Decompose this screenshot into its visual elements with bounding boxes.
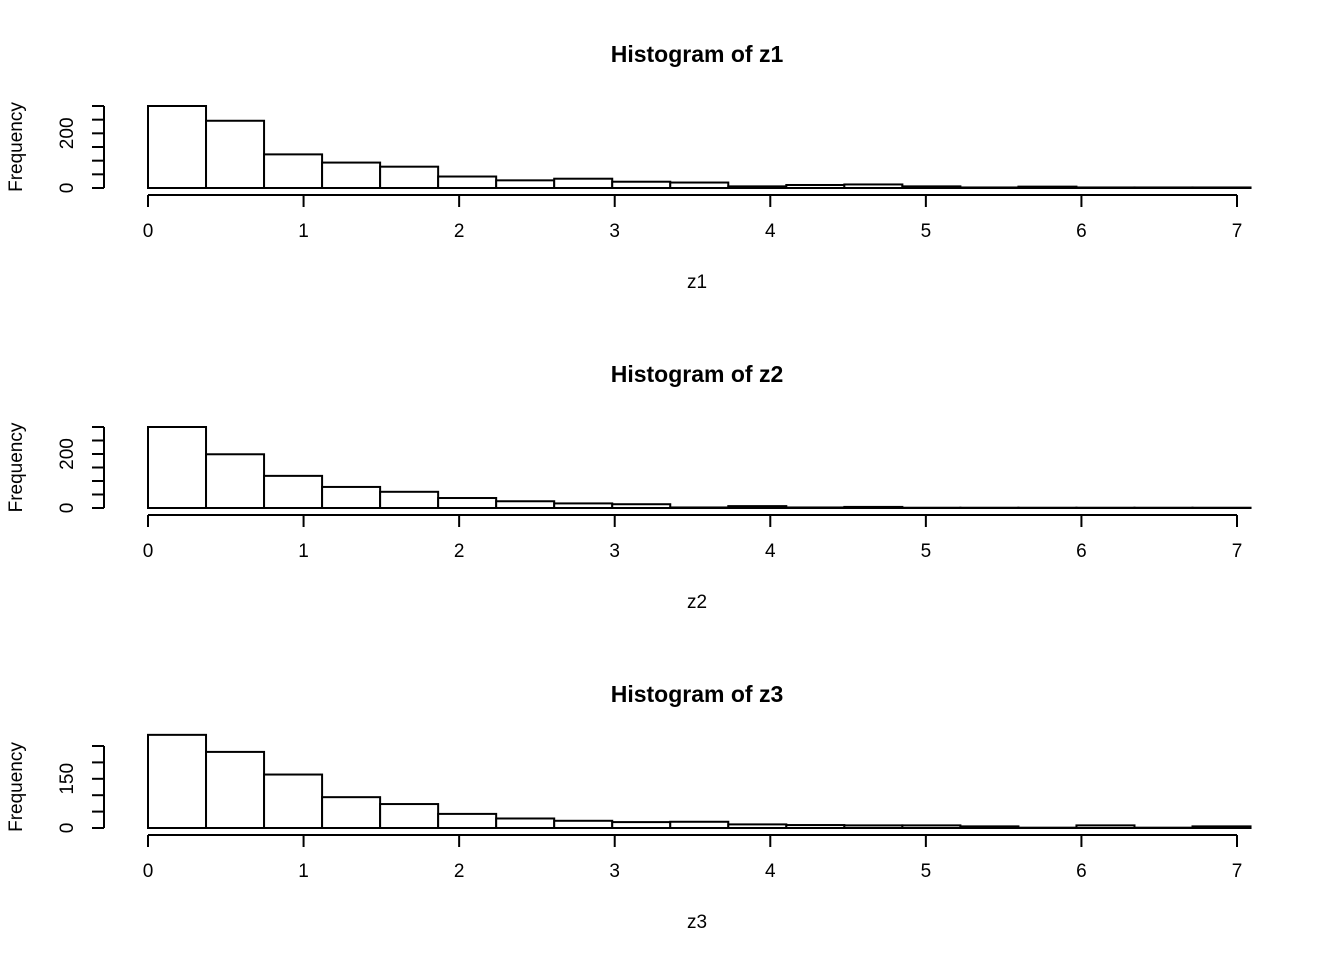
y-axis: 0 150 bbox=[57, 745, 105, 834]
histogram-bar bbox=[205, 750, 266, 829]
x-tick-label: 6 bbox=[1076, 541, 1087, 562]
histogram-bar bbox=[495, 817, 556, 829]
histogram-bar bbox=[437, 175, 498, 190]
x-tick-label: 7 bbox=[1232, 861, 1243, 882]
histogram-bar bbox=[205, 119, 266, 189]
histogram-bar bbox=[263, 474, 324, 509]
y-axis-label: Frequency bbox=[6, 742, 27, 832]
y-tick-label: 0 bbox=[57, 823, 78, 834]
y-axis-label: Frequency bbox=[6, 422, 27, 512]
histogram-panel-3: Histogram of z3 0 150 Frequency 0 1 2 3 4 5 6 7 z3 bbox=[6, 681, 1252, 933]
histogram-bar bbox=[321, 485, 382, 510]
histogram-bar bbox=[379, 165, 440, 189]
histogram-bar bbox=[263, 773, 324, 830]
x-tick-label: 5 bbox=[921, 541, 932, 562]
y-tick-label: 200 bbox=[57, 117, 78, 149]
histogram-bar bbox=[495, 500, 556, 509]
x-axis-label: z1 bbox=[687, 272, 707, 293]
x-tick-label: 5 bbox=[921, 861, 932, 882]
x-tick-label: 3 bbox=[609, 861, 620, 882]
x-tick-label: 4 bbox=[765, 541, 776, 562]
histogram-bar bbox=[495, 179, 556, 189]
y-tick-label: 0 bbox=[57, 503, 78, 514]
histogram-bar bbox=[379, 803, 440, 830]
x-tick-label: 0 bbox=[143, 221, 154, 242]
x-tick-label: 2 bbox=[454, 861, 465, 882]
histogram-bar bbox=[263, 153, 324, 190]
histogram-bar bbox=[437, 812, 498, 829]
y-tick-label: 200 bbox=[57, 438, 78, 470]
x-tick-label: 1 bbox=[298, 861, 309, 882]
x-axis: 0 1 2 3 4 5 6 7 bbox=[143, 834, 1243, 882]
x-tick-label: 4 bbox=[765, 861, 776, 882]
x-axis: 0 1 2 3 4 5 6 7 bbox=[143, 514, 1243, 562]
y-tick-label: 150 bbox=[57, 763, 78, 795]
x-tick-label: 6 bbox=[1076, 861, 1087, 882]
chart-title: Histogram of z1 bbox=[611, 41, 784, 67]
x-tick-label: 3 bbox=[609, 541, 620, 562]
histogram-bar bbox=[147, 733, 208, 830]
y-axis-label: Frequency bbox=[6, 102, 27, 192]
x-axis-label: z2 bbox=[687, 592, 707, 613]
y-tick-label: 0 bbox=[57, 183, 78, 194]
histogram-bar bbox=[553, 177, 614, 189]
y-axis: 0 200 bbox=[57, 426, 105, 514]
x-tick-label: 3 bbox=[609, 221, 620, 242]
histogram-bar bbox=[321, 161, 382, 190]
histogram-bars bbox=[147, 733, 1252, 830]
x-tick-label: 0 bbox=[143, 541, 154, 562]
x-tick-label: 4 bbox=[765, 221, 776, 242]
histogram-bars bbox=[147, 105, 1252, 190]
x-tick-label: 0 bbox=[143, 861, 154, 882]
x-axis: 0 1 2 3 4 5 6 7 bbox=[143, 194, 1243, 242]
histogram-bar bbox=[437, 497, 498, 510]
x-tick-label: 6 bbox=[1076, 221, 1087, 242]
histogram-bar bbox=[553, 819, 614, 829]
histogram-bar bbox=[321, 796, 382, 830]
chart-title: Histogram of z3 bbox=[611, 681, 784, 707]
y-axis: 0 200 bbox=[57, 105, 105, 194]
x-tick-label: 5 bbox=[921, 221, 932, 242]
histogram-bar bbox=[147, 426, 208, 509]
histogram-bar bbox=[147, 105, 208, 189]
x-tick-label: 1 bbox=[298, 221, 309, 242]
x-tick-label: 1 bbox=[298, 541, 309, 562]
histogram-bar bbox=[379, 490, 440, 509]
histogram-panel-1: Histogram of z1 0 200 Frequency 0 1 2 3 4 5 6 7 z1 bbox=[6, 41, 1252, 293]
x-tick-label: 7 bbox=[1232, 541, 1243, 562]
x-tick-label: 7 bbox=[1232, 221, 1243, 242]
x-tick-label: 2 bbox=[454, 541, 465, 562]
histogram-bar bbox=[205, 453, 266, 509]
chart-title: Histogram of z2 bbox=[611, 361, 784, 387]
histogram-panel-2: Histogram of z2 0 200 Frequency 0 1 2 3 4 5 6 7 z2 bbox=[6, 361, 1252, 613]
x-axis-label: z3 bbox=[687, 912, 707, 933]
x-tick-label: 2 bbox=[454, 221, 465, 242]
